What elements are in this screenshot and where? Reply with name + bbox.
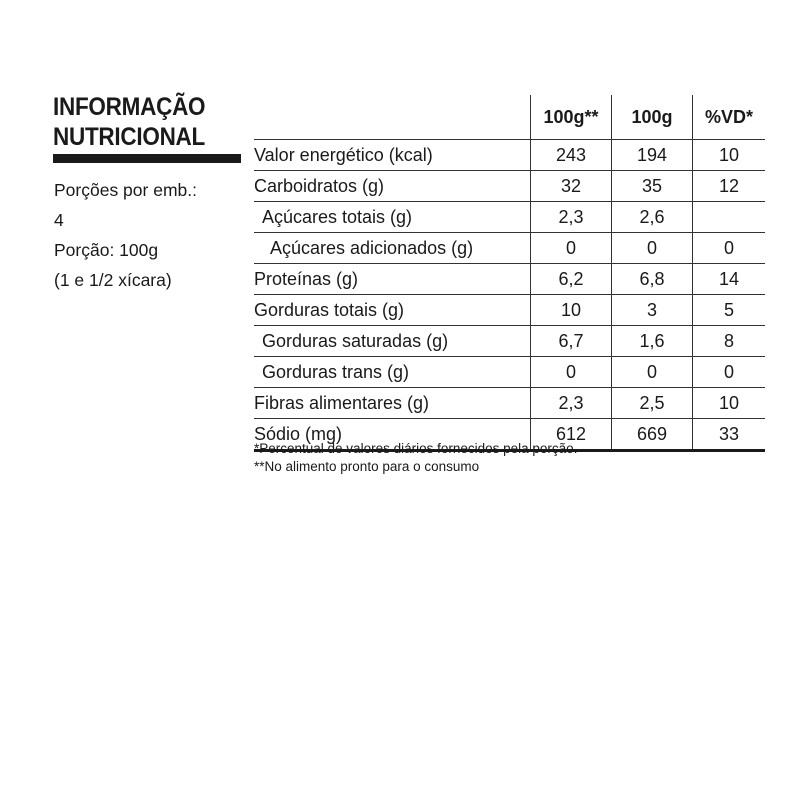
header-100g-prepared: 100g** <box>530 95 612 140</box>
value-vd: 12 <box>692 170 765 202</box>
table-row: Valor energético (kcal) 243 194 10 <box>254 139 765 171</box>
nutrition-table: 100g** 100g %VD* Valor energético (kcal)… <box>254 95 765 452</box>
table-row: Fibras alimentares (g) 2,3 2,5 10 <box>254 387 765 419</box>
value-100g-prepared: 10 <box>530 294 612 326</box>
table-row: Gorduras saturadas (g) 6,7 1,6 8 <box>254 325 765 357</box>
footnote-vd: *Percentual de valores diários fornecido… <box>254 441 578 456</box>
value-100g: 2,6 <box>611 201 693 233</box>
nutrition-header: INFORMAÇÃO NUTRICIONAL Porções por emb.:… <box>53 92 241 295</box>
nutrient-name: Gorduras saturadas (g) <box>254 325 531 357</box>
value-100g: 194 <box>611 139 693 171</box>
value-100g-prepared: 2,3 <box>530 201 612 233</box>
value-100g: 35 <box>611 170 693 202</box>
header-100g: 100g <box>611 95 693 140</box>
value-vd: 8 <box>692 325 765 357</box>
value-100g-prepared: 612 <box>530 418 612 452</box>
value-100g-prepared: 32 <box>530 170 612 202</box>
value-vd: 0 <box>692 356 765 388</box>
nutrient-name: Valor energético (kcal) <box>254 139 531 171</box>
value-100g: 0 <box>611 232 693 264</box>
nutrient-name: Açúcares adicionados (g) <box>254 232 531 264</box>
table-row: Gorduras totais (g) 10 3 5 <box>254 294 765 326</box>
header-nutrient <box>254 95 531 140</box>
value-100g: 2,5 <box>611 387 693 419</box>
value-vd: 5 <box>692 294 765 326</box>
value-100g-prepared: 2,3 <box>530 387 612 419</box>
serving-info: Porções por emb.: 4 Porção: 100g (1 e 1/… <box>54 175 241 295</box>
title-line-1: INFORMAÇÃO <box>53 93 206 121</box>
nutrient-name: Gorduras trans (g) <box>254 356 531 388</box>
nutrient-name: Gorduras totais (g) <box>254 294 531 326</box>
nutrient-name: Proteínas (g) <box>254 263 531 295</box>
value-vd: 14 <box>692 263 765 295</box>
value-100g-prepared: 0 <box>530 232 612 264</box>
nutrient-name: Carboidratos (g) <box>254 170 531 202</box>
table-row: Gorduras trans (g) 0 0 0 <box>254 356 765 388</box>
table-header-row: 100g** 100g %VD* <box>254 95 765 140</box>
title-divider-bar <box>53 154 241 163</box>
value-100g-prepared: 243 <box>530 139 612 171</box>
nutrient-name: Fibras alimentares (g) <box>254 387 531 419</box>
value-vd: 0 <box>692 232 765 264</box>
value-vd: 10 <box>692 139 765 171</box>
value-100g: 669 <box>611 418 693 452</box>
portion-size: Porção: 100g <box>54 240 159 260</box>
nutrient-name: Açúcares totais (g) <box>254 201 531 233</box>
table-row: Proteínas (g) 6,2 6,8 14 <box>254 263 765 295</box>
value-100g-prepared: 6,2 <box>530 263 612 295</box>
footnote-prepared: **No alimento pronto para o consumo <box>254 459 480 474</box>
table-row: Carboidratos (g) 32 35 12 <box>254 170 765 202</box>
value-100g-prepared: 6,7 <box>530 325 612 357</box>
footnotes: *Percentual de valores diários fornecido… <box>254 440 577 476</box>
value-100g-prepared: 0 <box>530 356 612 388</box>
portion-measure: (1 e 1/2 xícara) <box>54 270 172 290</box>
servings-label: Porções por emb.: <box>54 180 197 200</box>
value-100g: 3 <box>611 294 693 326</box>
servings-value: 4 <box>54 210 64 230</box>
value-vd: 10 <box>692 387 765 419</box>
table-row: Açúcares adicionados (g) 0 0 0 <box>254 232 765 264</box>
title-line-2: NUTRICIONAL <box>53 123 206 151</box>
table-row: Açúcares totais (g) 2,3 2,6 <box>254 201 765 233</box>
value-100g: 0 <box>611 356 693 388</box>
nutrient-name: Sódio (mg) <box>254 418 531 452</box>
value-vd: 33 <box>692 418 765 452</box>
table-row: Sódio (mg) 612 669 33 <box>254 418 765 452</box>
value-100g: 6,8 <box>611 263 693 295</box>
value-100g: 1,6 <box>611 325 693 357</box>
header-vd: %VD* <box>692 95 765 140</box>
value-vd <box>692 201 765 233</box>
